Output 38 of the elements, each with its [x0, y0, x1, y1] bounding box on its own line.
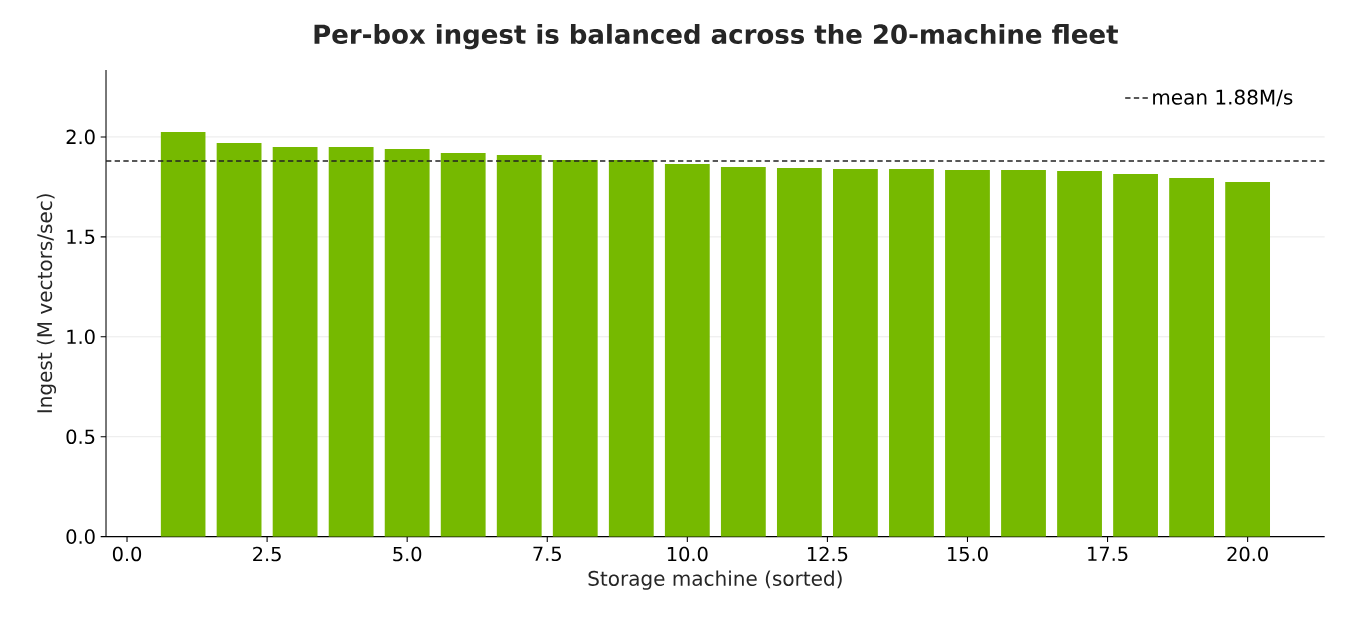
bar	[160, 131, 206, 537]
bar	[1001, 169, 1046, 537]
y-tick-label: 2.0	[66, 129, 95, 145]
x-tick-label: 10.0	[667, 546, 708, 562]
x-tick-label: 5.0	[393, 546, 422, 562]
x-tick-label: 20.0	[1227, 546, 1268, 562]
chart-title: Per-box ingest is balanced across the 20-machine fleet	[314, 23, 1118, 50]
bar	[496, 154, 542, 537]
bar	[889, 168, 934, 537]
y-tick-label: 1.0	[67, 329, 95, 345]
x-tick-label: 0.0	[112, 546, 142, 562]
bar	[833, 168, 878, 537]
x-axis-title: Storage machine (sorted)	[588, 570, 842, 590]
x-tick-label: 7.5	[533, 546, 561, 562]
y-tick-label: 0.5	[66, 429, 95, 445]
bar	[1057, 170, 1102, 537]
bar	[216, 142, 262, 537]
bar	[720, 166, 766, 537]
bar	[664, 163, 710, 537]
bar	[1225, 181, 1271, 537]
y-axis-title: Ingest (M vectors/sec)	[36, 194, 57, 413]
bar	[328, 146, 374, 537]
bar	[608, 159, 654, 537]
y-tick-label: 1.5	[67, 229, 95, 245]
bar	[552, 159, 598, 537]
bar	[272, 146, 318, 537]
bar	[1113, 173, 1158, 537]
x-tick-label: 17.5	[1088, 546, 1128, 562]
x-tick-label: 2.5	[253, 546, 281, 562]
bar	[384, 148, 430, 537]
bar	[776, 167, 822, 537]
y-tick-label: 0.0	[66, 529, 95, 544]
x-tick-label: 15.0	[948, 546, 988, 562]
legend-label: mean 1.88M/s	[1153, 89, 1293, 107]
x-tick-label: 12.5	[808, 546, 848, 562]
bar	[945, 169, 990, 537]
bar	[440, 152, 486, 537]
bar	[1169, 177, 1215, 537]
